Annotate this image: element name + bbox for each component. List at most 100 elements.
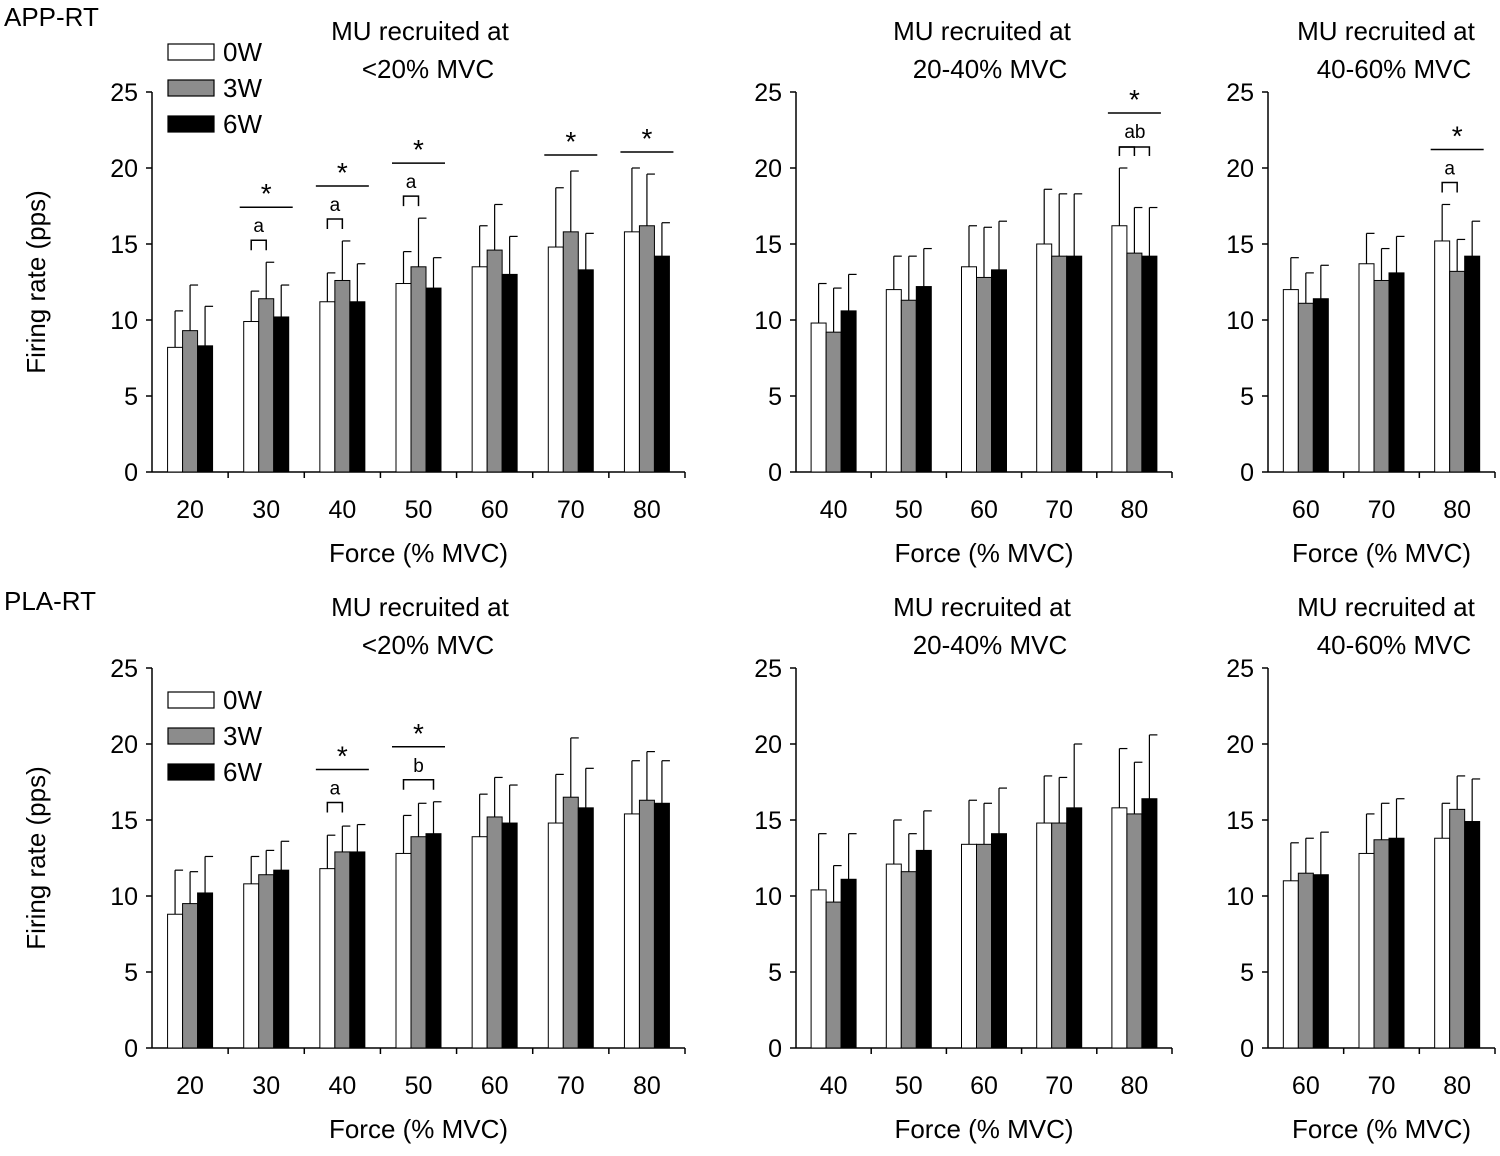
legend-label-0W: 0W (223, 685, 262, 715)
x-tick-label: 70 (1045, 1072, 1073, 1100)
x-tick-label: 70 (557, 496, 585, 524)
legend-swatch-6W (167, 115, 215, 133)
x-tick-label: 80 (1120, 1072, 1148, 1100)
bar-0W-60 (961, 266, 977, 473)
bar-3W-50 (410, 266, 427, 473)
bar-0W-80 (1111, 225, 1128, 473)
y-tick-label: 25 (110, 655, 138, 683)
bar-3W-20 (182, 903, 199, 1049)
chart-title-line-2: 20-40% MVC (913, 630, 1068, 660)
bar-6W-50 (425, 287, 442, 473)
bar-6W-60 (501, 822, 518, 1049)
bar-6W-50 (915, 849, 932, 1049)
x-tick-label: 70 (1368, 1072, 1396, 1100)
y-tick-label: 5 (1240, 959, 1254, 987)
chart-title-line-1: MU recruited at (1297, 592, 1475, 622)
y-tick-label: 20 (110, 155, 138, 183)
chart-panel-1: 0 5 10 15 20 25 20 30 40 50 60 70 80 a * a * a * * * MU recru… (21, 16, 686, 568)
significance-star: * (641, 123, 652, 154)
y-axis-label: Firing rate (pps) (21, 766, 51, 950)
legend-label-0W: 0W (223, 37, 262, 67)
bar-6W-70 (1388, 837, 1405, 1049)
significance-letter: a (406, 172, 417, 193)
bar-3W-70 (562, 231, 579, 473)
y-tick-label: 25 (110, 79, 138, 107)
comparison-bracket (402, 195, 420, 207)
x-axis-label: Force (% MVC) (1292, 538, 1471, 568)
bar-6W-50 (425, 833, 442, 1049)
legend-swatch-6W (167, 763, 215, 781)
bar-6W-20 (197, 345, 214, 473)
y-tick-label: 10 (754, 307, 782, 335)
y-tick-label: 5 (1240, 383, 1254, 411)
bar-0W-80 (1111, 807, 1128, 1049)
y-tick-label: 25 (754, 655, 782, 683)
bar-3W-40 (334, 279, 351, 473)
x-tick-label: 70 (1045, 496, 1073, 524)
bar-6W-30 (273, 869, 290, 1049)
significance-letter: a (253, 216, 264, 237)
bar-6W-50 (915, 286, 932, 473)
y-tick-label: 0 (1240, 1035, 1254, 1063)
bar-6W-60 (1312, 298, 1329, 473)
chart-title-line-2: <20% MVC (362, 54, 494, 84)
significance-letter: ab (1124, 122, 1145, 143)
y-tick-label: 15 (1226, 807, 1254, 835)
bar-0W-60 (471, 266, 488, 473)
bar-3W-70 (1051, 822, 1068, 1049)
chart-title-line-1: MU recruited at (331, 16, 509, 46)
y-tick-label: 20 (1226, 155, 1254, 183)
y-tick-label: 15 (1226, 231, 1254, 259)
x-tick-label: 80 (633, 496, 661, 524)
bar-0W-60 (471, 836, 488, 1049)
bar-0W-70 (1358, 852, 1375, 1049)
significance-star: * (413, 134, 424, 165)
bar-6W-40 (840, 310, 857, 473)
chart-panel-3: 0 5 10 15 20 25 60 70 80 a * MU recruited at 40-60% … (1226, 16, 1496, 568)
legend-swatch-3W (167, 727, 215, 745)
bar-6W-60 (501, 273, 518, 473)
bar-0W-80 (623, 231, 640, 473)
comparison-bracket (326, 801, 344, 813)
bar-6W-80 (653, 802, 670, 1049)
chart-title-line-1: MU recruited at (893, 16, 1071, 46)
bar-0W-20 (167, 913, 184, 1049)
x-axis-label: Force (% MVC) (329, 1114, 508, 1144)
bar-3W-80 (1126, 252, 1143, 473)
chart-panel-5: 0 5 10 15 20 25 40 50 60 70 80 MU recruited at 20-40… (754, 592, 1173, 1144)
bar-3W-30 (258, 298, 275, 473)
x-tick-label: 50 (895, 496, 923, 524)
legend-label-3W: 3W (223, 73, 262, 103)
x-tick-label: 60 (1292, 1072, 1320, 1100)
comparison-bracket (1119, 146, 1151, 156)
bar-3W-30 (258, 874, 275, 1049)
x-tick-label: 60 (481, 496, 509, 524)
bar-6W-70 (1066, 255, 1083, 473)
significance-star: * (413, 718, 424, 749)
legend-label-6W: 6W (223, 757, 262, 787)
y-tick-label: 25 (1226, 79, 1254, 107)
bar-3W-60 (1297, 302, 1314, 473)
chart-title-line-2: <20% MVC (362, 630, 494, 660)
x-tick-label: 60 (1292, 496, 1320, 524)
y-tick-label: 0 (768, 1035, 782, 1063)
chart-panel-4: 0 5 10 15 20 25 20 30 40 50 60 70 80 a * b * MU recruited… (21, 592, 686, 1144)
significance-star: * (1129, 84, 1140, 115)
bar-0W-80 (623, 813, 640, 1049)
row-label-app-rt: APP-RT (4, 2, 99, 32)
bar-3W-80 (638, 225, 655, 473)
significance-star: * (337, 741, 348, 772)
bar-0W-70 (1036, 243, 1053, 473)
x-tick-label: 30 (252, 1072, 280, 1100)
bar-6W-70 (1066, 807, 1083, 1049)
chart-panel-6: 0 5 10 15 20 25 60 70 80 MU recruited at 40-60% MV… (1226, 592, 1496, 1144)
x-tick-label: 80 (1443, 496, 1471, 524)
x-tick-label: 20 (176, 1072, 204, 1100)
bar-3W-60 (486, 249, 503, 473)
bar-0W-60 (961, 843, 977, 1049)
significance-star: * (261, 178, 272, 209)
bar-6W-70 (577, 269, 594, 473)
chart-title-line-1: MU recruited at (1297, 16, 1475, 46)
x-tick-label: 60 (481, 1072, 509, 1100)
